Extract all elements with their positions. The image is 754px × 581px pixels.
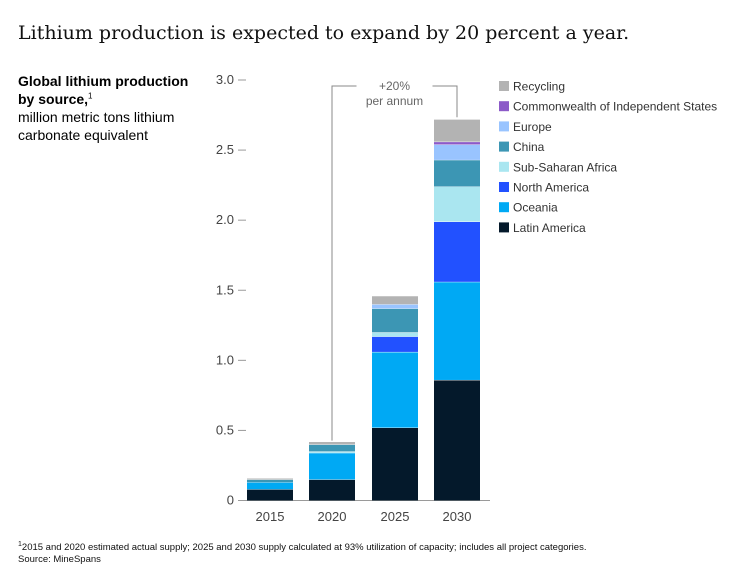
y-axis: 0 0.5 1.0 1.5 2.0 2.5 3.0: [216, 72, 246, 508]
chart-title: Lithium production is expected to expand…: [18, 22, 630, 44]
legend-swatch: [499, 202, 509, 213]
bar-stack-2020: [309, 441, 355, 501]
annotation-backdrop: [356, 77, 433, 107]
bar-segment-latin-america: [247, 489, 293, 501]
bar-segment-oceania: [434, 281, 480, 380]
bar-segment-sub-saharan-africa: [372, 332, 418, 337]
y-tick-label: 1.0: [216, 352, 234, 367]
legend-swatch: [499, 161, 509, 172]
bar-segment-commonwealth-of-independent-states: [434, 141, 480, 145]
footnote-text: 12015 and 2020 estimated actual supply; …: [18, 540, 587, 554]
y-tick-label: 0: [227, 493, 234, 508]
footnote: 12015 and 2020 estimated actual supply; …: [18, 540, 587, 566]
bar-segment-oceania: [372, 351, 418, 428]
legend-swatch: [499, 222, 509, 233]
legend: Recycling Commonwealth of Independent Sta…: [499, 80, 717, 235]
bar-segment-latin-america: [372, 427, 418, 501]
bar-segment-china: [434, 159, 480, 187]
subtitle-heading: Global lithium production by source,: [18, 73, 189, 107]
bar-segment-recycling: [372, 295, 418, 305]
bar-segment-china: [309, 444, 355, 452]
annotation-line-1: +20%: [379, 79, 410, 93]
annotation-line-2: per annum: [366, 94, 423, 108]
y-tick-label: 2.5: [216, 142, 234, 157]
bar-segment-recycling: [309, 441, 355, 445]
y-tick-label: 0.5: [216, 422, 234, 437]
bar-segment-north-america: [434, 221, 480, 282]
legend-item: Oceania: [499, 201, 558, 215]
bar-segment-europe: [372, 304, 418, 309]
bar-stack-2025: [372, 295, 418, 501]
legend-swatch: [499, 182, 509, 192]
bar-stack-2015: [247, 477, 293, 501]
y-tick-label: 3.0: [216, 72, 234, 87]
bar-segment-recycling: [247, 478, 293, 480]
x-axis: 2015 2020 2025 2030: [256, 509, 472, 524]
subtitle-unit: million metric tons lithium carbonate eq…: [18, 109, 175, 143]
legend-label: North America: [513, 181, 589, 195]
legend-label: Recycling: [513, 80, 565, 94]
bar-segment-north-america: [372, 336, 418, 352]
bar-segment-recycling: [434, 119, 480, 142]
legend-item: Latin America: [499, 221, 586, 235]
bar-segment-china: [247, 479, 293, 483]
y-tick-label: 2.0: [216, 212, 234, 227]
chart-subtitle: Global lithium production by source,1 mi…: [18, 72, 193, 144]
growth-annotation: +20%per annum: [331, 77, 458, 441]
footnote-body: 2015 and 2020 estimated actual supply; 2…: [21, 542, 587, 553]
bars: [247, 118, 480, 501]
y-tick-label: 1.5: [216, 282, 234, 297]
legend-label: Oceania: [513, 201, 558, 215]
legend-swatch: [499, 121, 509, 132]
x-tick-label: 2030: [443, 509, 472, 524]
bar-segment-latin-america: [434, 379, 480, 501]
legend-item: Recycling: [499, 80, 565, 94]
bar-segment-oceania: [247, 482, 293, 490]
legend-item: Commonwealth of Independent States: [499, 100, 717, 114]
bar-segment-latin-america: [309, 479, 355, 501]
x-tick-label: 2015: [256, 509, 285, 524]
bar-segment-europe: [434, 144, 480, 160]
bar-stack-2030: [434, 118, 480, 501]
x-tick-label: 2020: [318, 509, 347, 524]
x-tick-label: 2025: [381, 509, 410, 524]
legend-item: Europe: [499, 120, 552, 134]
legend-swatch: [499, 81, 509, 91]
footnote-marker: 1: [18, 540, 22, 548]
legend-label: Europe: [513, 120, 552, 134]
bar-segment-sub-saharan-africa: [309, 451, 355, 453]
legend-item: Sub-Saharan Africa: [499, 160, 617, 174]
legend-label: Sub-Saharan Africa: [513, 160, 617, 174]
bar-segment-oceania: [309, 452, 355, 480]
bar-segment-sub-saharan-africa: [434, 186, 480, 222]
source-text: Source: MineSpans: [18, 554, 101, 565]
legend-item: China: [499, 140, 545, 154]
bar-segment-china: [372, 308, 418, 333]
legend-label: Commonwealth of Independent States: [513, 100, 717, 114]
legend-label: Latin America: [513, 221, 586, 235]
legend-label: China: [513, 140, 545, 154]
legend-swatch: [499, 101, 509, 112]
legend-item: North America: [499, 181, 589, 195]
legend-swatch: [499, 141, 509, 152]
subtitle-footnote-marker: 1: [88, 91, 93, 101]
